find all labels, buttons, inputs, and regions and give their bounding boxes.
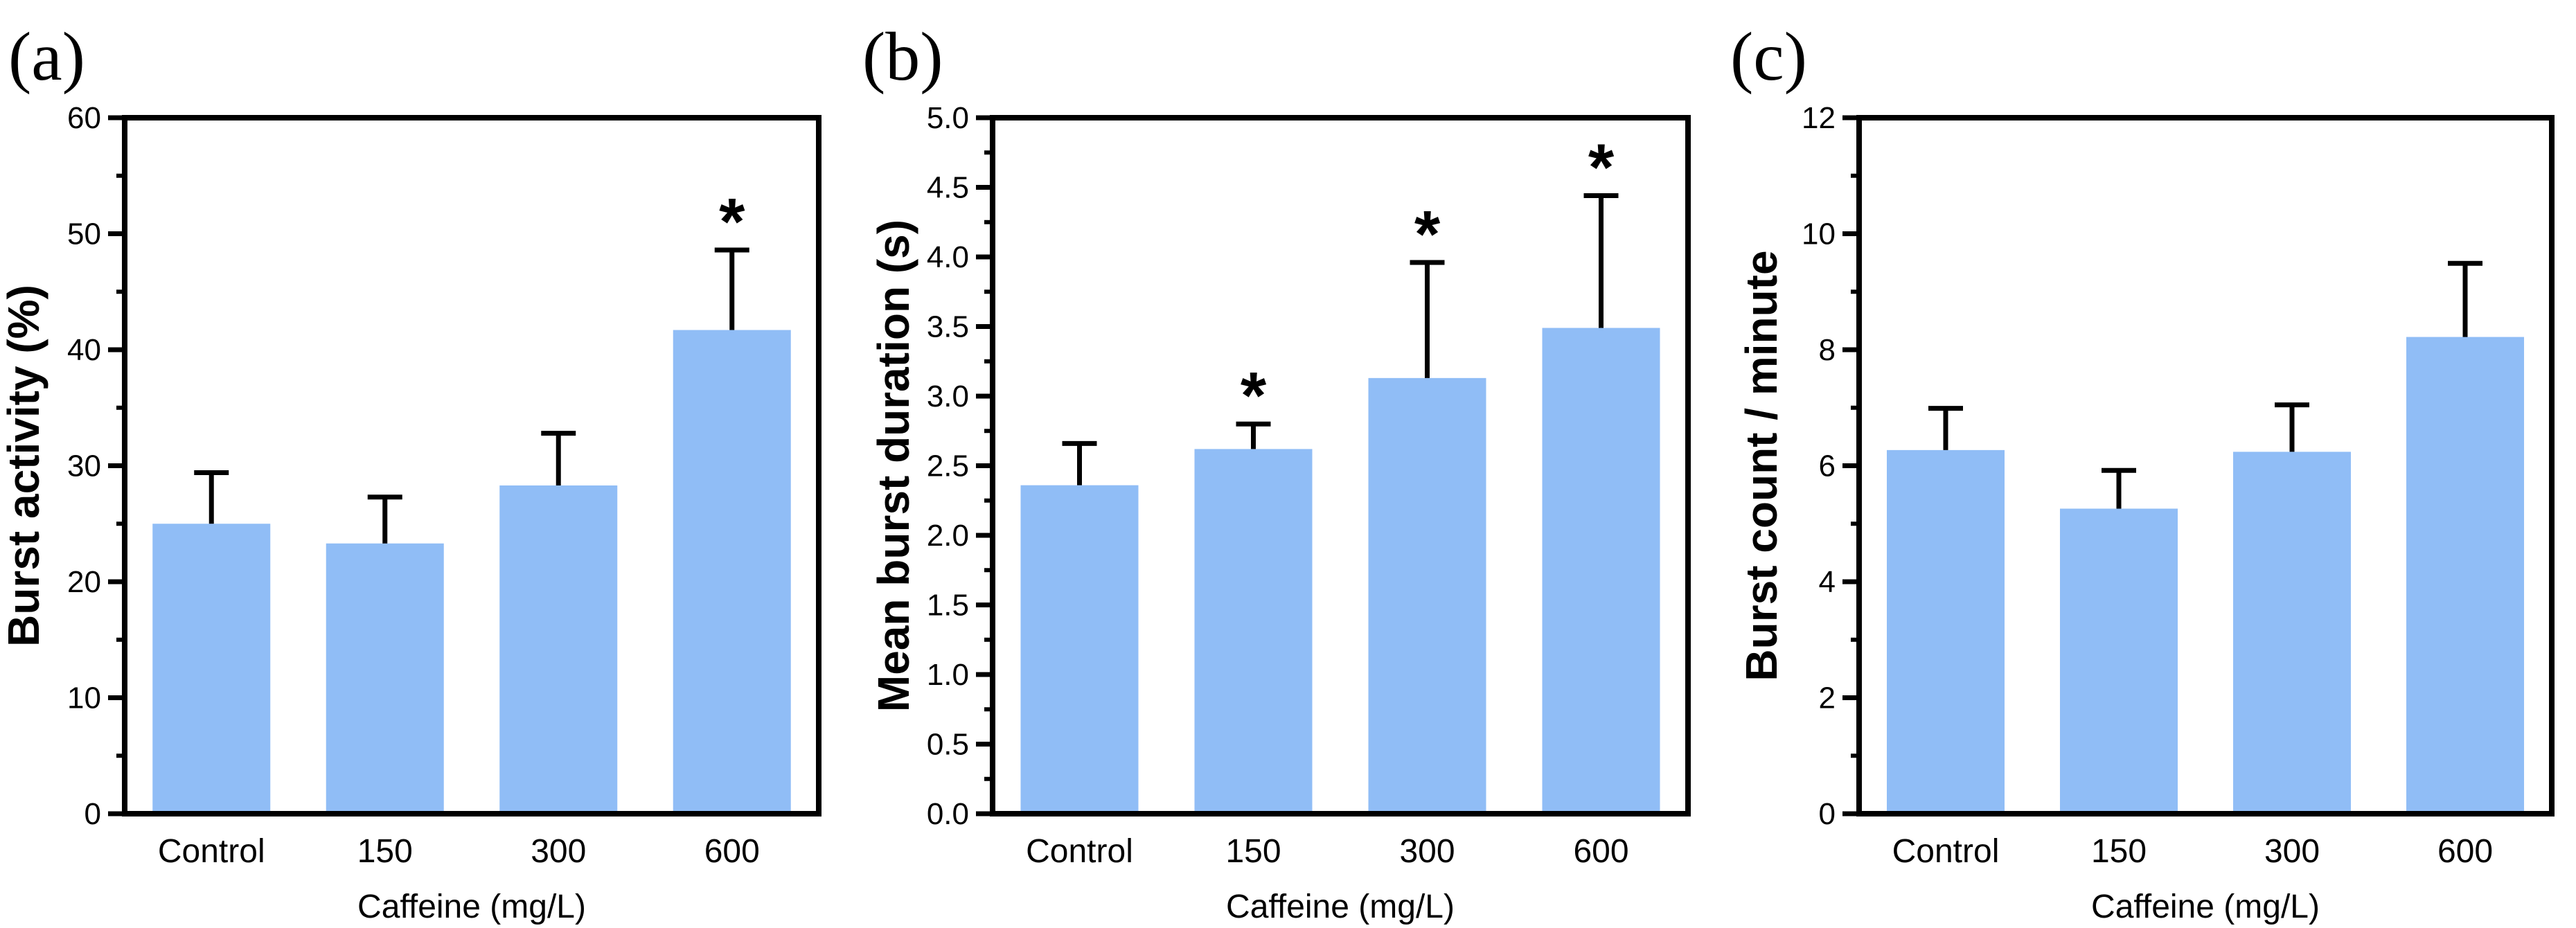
significance-marker: *: [1241, 359, 1267, 433]
x-tick-label: 600: [2437, 833, 2493, 870]
y-tick-label: 0: [85, 797, 101, 831]
x-axis-title: Caffeine (mg/L): [2091, 889, 2320, 925]
y-tick-label: 10: [67, 681, 101, 715]
y-tick-label: 0.0: [927, 797, 969, 831]
bar: [326, 543, 444, 814]
significance-marker: *: [1588, 131, 1615, 205]
y-tick-label: 60: [67, 101, 101, 135]
y-tick-label: 4.5: [927, 171, 969, 205]
y-tick-label: 50: [67, 217, 101, 251]
significance-marker: *: [719, 185, 745, 259]
bar: [673, 330, 791, 814]
bar: [1368, 377, 1486, 814]
x-tick-label: 300: [1399, 833, 1455, 870]
y-axis-title: Mean burst duration (s): [869, 220, 918, 712]
x-tick-label: 150: [2091, 833, 2147, 870]
y-tick-label: 20: [67, 565, 101, 599]
bar: [1194, 449, 1313, 814]
y-tick-label: 2.0: [927, 519, 969, 553]
bar: [2406, 337, 2524, 814]
significance-marker: *: [1414, 197, 1441, 271]
y-tick-label: 40: [67, 333, 101, 367]
y-tick-label: 5.0: [927, 101, 969, 135]
x-tick-label: Control: [158, 833, 265, 870]
y-tick-label: 1.0: [927, 658, 969, 692]
y-tick-label: 1.5: [927, 589, 969, 623]
y-tick-label: 4: [1819, 565, 1836, 599]
y-tick-label: 2: [1819, 681, 1836, 715]
bar: [1020, 485, 1139, 814]
panel-label: (a): [8, 18, 85, 95]
x-tick-label: 300: [531, 833, 586, 870]
x-tick-label: 600: [1573, 833, 1628, 870]
x-tick-label: 300: [2264, 833, 2320, 870]
y-tick-label: 0: [1819, 797, 1836, 831]
x-tick-label: Control: [1026, 833, 1133, 870]
y-tick-label: 30: [67, 449, 101, 483]
bar: [1887, 449, 2005, 814]
bar: [499, 485, 618, 814]
y-axis-title: Burst activity (%): [0, 285, 48, 647]
y-tick-label: 0.5: [927, 728, 969, 762]
y-tick-label: 4.0: [927, 240, 969, 274]
x-tick-label: 600: [704, 833, 760, 870]
x-tick-label: Control: [1892, 833, 2000, 870]
bar: [1542, 328, 1660, 814]
y-tick-label: 12: [1802, 101, 1836, 135]
panel-label: (b): [862, 18, 943, 95]
y-tick-label: 8: [1819, 333, 1836, 367]
y-tick-label: 3.5: [927, 310, 969, 344]
bar: [152, 524, 271, 814]
panel-label: (c): [1730, 18, 1807, 95]
bar: [2233, 452, 2351, 814]
x-tick-label: 150: [1225, 833, 1281, 870]
y-tick-label: 3.0: [927, 380, 969, 413]
bar: [2060, 508, 2178, 814]
y-tick-label: 2.5: [927, 449, 969, 483]
chart-panel-2: (b) Control * 150 * 300 * 600 0.0 0.5 1.0 1.5 2.0 2.5…: [862, 18, 1691, 925]
y-tick-label: 10: [1802, 217, 1836, 251]
x-axis-title: Caffeine (mg/L): [357, 889, 586, 925]
chart-panel-1: (a) Control 150 300 * 600 0 10 20 30 40 50 60 Caffein…: [0, 18, 821, 925]
x-axis-title: Caffeine (mg/L): [1226, 889, 1455, 925]
y-axis-title: Burst count / minute: [1736, 250, 1786, 681]
x-tick-label: 150: [357, 833, 413, 870]
chart-panel-3: (c) Control 150 300 600 0 2 4 6 8 10 12 Caffeine (mg…: [1730, 18, 2555, 925]
y-tick-label: 6: [1819, 449, 1836, 483]
